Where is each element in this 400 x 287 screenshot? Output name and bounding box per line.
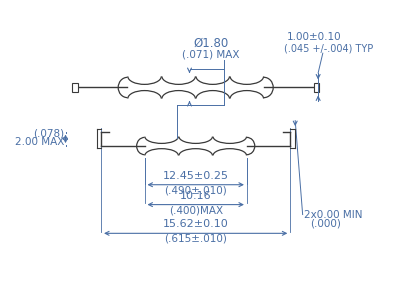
FancyBboxPatch shape bbox=[72, 83, 78, 92]
Text: (.078): (.078) bbox=[33, 129, 64, 139]
Text: 1.00±0.10: 1.00±0.10 bbox=[287, 32, 342, 42]
FancyBboxPatch shape bbox=[144, 137, 247, 156]
Text: (.071) MAX: (.071) MAX bbox=[182, 50, 240, 60]
Text: 12.45±0.25: 12.45±0.25 bbox=[163, 171, 229, 181]
Text: 2.00 MAX: 2.00 MAX bbox=[14, 137, 64, 147]
FancyBboxPatch shape bbox=[128, 76, 264, 98]
Text: (.400)MAX: (.400)MAX bbox=[169, 205, 223, 215]
Text: 2x0.00 MIN: 2x0.00 MIN bbox=[304, 210, 363, 220]
Text: 10.16: 10.16 bbox=[180, 191, 212, 201]
Text: (.615±.010): (.615±.010) bbox=[164, 234, 227, 244]
Text: (.000): (.000) bbox=[310, 219, 341, 229]
Text: (.045 +/-.004) TYP: (.045 +/-.004) TYP bbox=[284, 43, 373, 53]
Text: 15.62±0.10: 15.62±0.10 bbox=[163, 219, 228, 229]
Text: (.490±.010): (.490±.010) bbox=[164, 185, 227, 195]
FancyBboxPatch shape bbox=[314, 83, 319, 92]
Text: Ø1.80: Ø1.80 bbox=[194, 37, 229, 50]
